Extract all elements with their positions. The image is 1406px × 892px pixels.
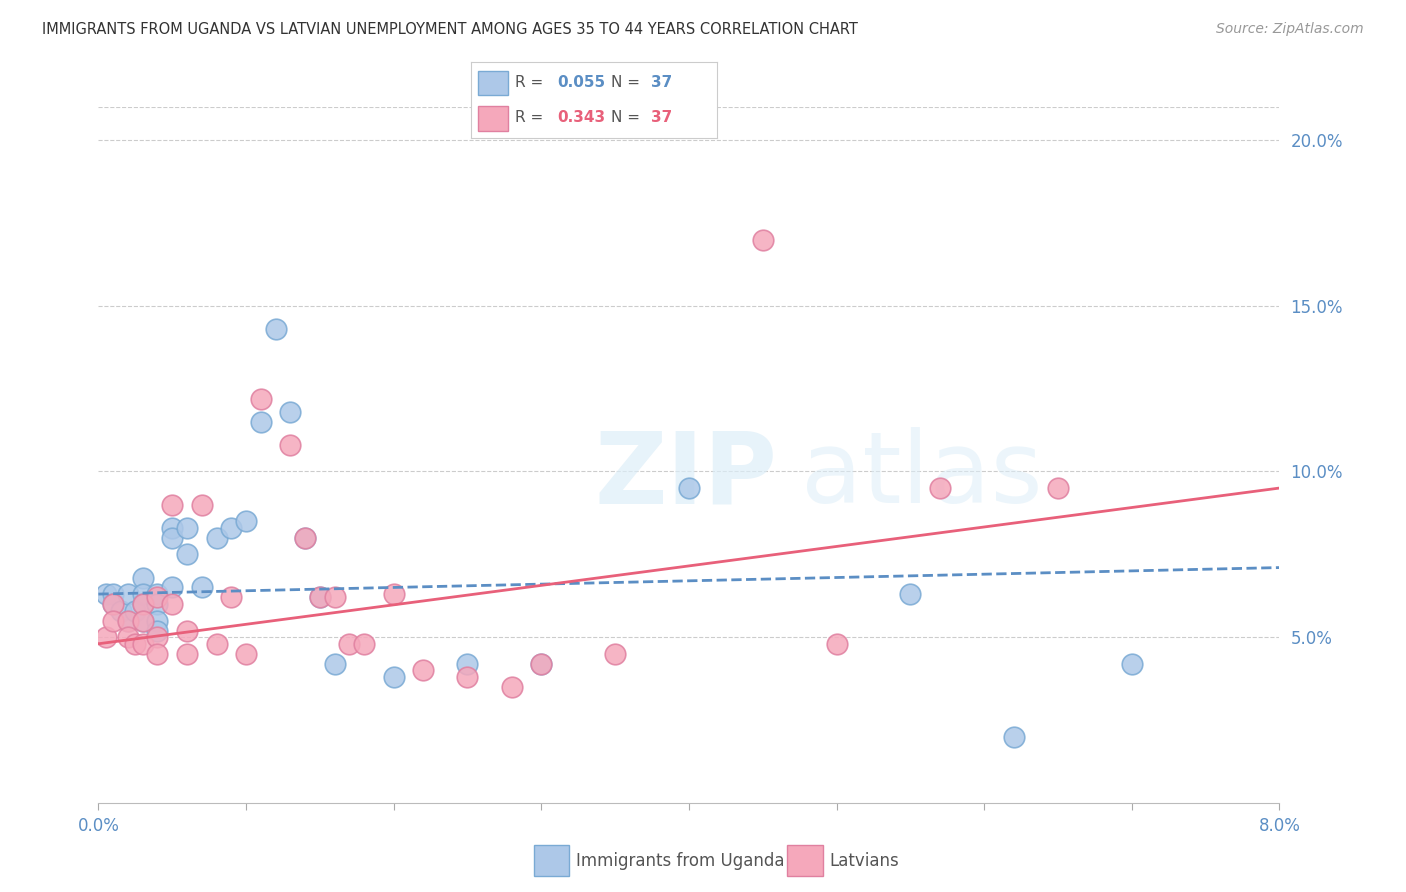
Point (103, 587, 125, 601)
Point (1121, 657, 1143, 671)
Text: R =: R = (516, 111, 548, 125)
Point (278, 405, 302, 419)
Text: IMMIGRANTS FROM UGANDA VS LATVIAN UNEMPLOYMENT AMONG AGES 35 TO 44 YEARS CORRELA: IMMIGRANTS FROM UGANDA VS LATVIAN UNEMPL… (42, 22, 858, 37)
Point (264, 322, 287, 336)
Point (103, 614, 125, 628)
Point (176, 547, 198, 561)
Point (117, 587, 139, 601)
Point (162, 498, 183, 512)
Point (176, 624, 198, 638)
Point (382, 587, 405, 601)
Point (117, 630, 139, 644)
Point (323, 591, 346, 605)
Point (900, 587, 922, 601)
Text: Source: ZipAtlas.com: Source: ZipAtlas.com (1216, 22, 1364, 37)
Text: N =: N = (612, 76, 645, 90)
Text: R =: R = (516, 76, 548, 90)
Point (1046, 481, 1069, 495)
Point (176, 647, 198, 661)
Point (117, 614, 139, 628)
Point (205, 531, 228, 545)
Point (605, 647, 627, 661)
Text: N =: N = (612, 111, 645, 125)
Text: ZIP: ZIP (595, 427, 778, 524)
Point (162, 531, 183, 545)
Point (110, 604, 132, 618)
Point (353, 637, 375, 651)
Text: 0.055: 0.055 (557, 76, 605, 90)
Point (337, 637, 360, 651)
Text: Immigrants from Uganda: Immigrants from Uganda (576, 852, 785, 870)
Point (278, 438, 302, 452)
Point (132, 637, 155, 651)
Point (191, 498, 214, 512)
Bar (534, 846, 569, 876)
Text: Latvians: Latvians (830, 852, 900, 870)
Point (323, 657, 346, 671)
Point (132, 587, 155, 601)
Bar (787, 846, 823, 876)
Point (308, 591, 332, 605)
Point (235, 647, 257, 661)
Point (205, 637, 228, 651)
Point (250, 392, 273, 406)
Point (412, 663, 434, 677)
Point (162, 581, 183, 595)
Point (678, 481, 700, 495)
Point (103, 597, 125, 611)
Point (94, 630, 117, 644)
Point (191, 581, 214, 595)
Text: atlas: atlas (801, 427, 1043, 524)
Point (308, 591, 332, 605)
Text: 37: 37 (651, 111, 672, 125)
Point (146, 587, 169, 601)
Point (132, 597, 155, 611)
Point (146, 614, 169, 628)
Point (456, 670, 478, 684)
Point (219, 591, 242, 605)
Point (146, 630, 169, 644)
Point (162, 597, 183, 611)
Point (751, 233, 773, 247)
Point (146, 597, 169, 611)
Bar (478, 106, 508, 130)
Point (530, 657, 553, 671)
Point (825, 637, 848, 651)
Point (124, 637, 146, 651)
Point (501, 680, 523, 694)
Point (117, 614, 139, 628)
Point (235, 514, 257, 528)
Point (176, 521, 198, 535)
Point (382, 670, 405, 684)
Point (124, 604, 146, 618)
Point (94, 587, 117, 601)
Point (294, 531, 316, 545)
Point (1002, 730, 1025, 744)
Point (103, 597, 125, 611)
Point (162, 521, 183, 535)
Point (132, 614, 155, 628)
Point (456, 657, 478, 671)
Point (146, 647, 169, 661)
Point (146, 591, 169, 605)
Text: 37: 37 (651, 76, 672, 90)
Point (132, 570, 155, 584)
Text: 0.343: 0.343 (557, 111, 605, 125)
Point (928, 481, 950, 495)
Point (294, 531, 316, 545)
Point (530, 657, 553, 671)
Point (146, 624, 169, 638)
Point (219, 521, 242, 535)
Point (132, 597, 155, 611)
Point (132, 614, 155, 628)
Point (250, 415, 273, 429)
Bar (478, 70, 508, 95)
